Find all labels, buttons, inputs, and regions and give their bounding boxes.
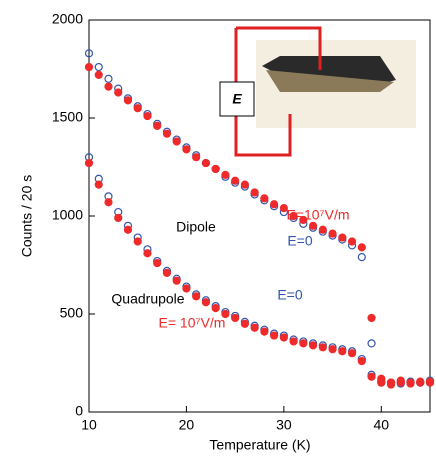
point bbox=[211, 304, 220, 313]
x-tick-label: 10 bbox=[81, 417, 97, 433]
y-axis-label: Counts / 20 s bbox=[19, 175, 35, 258]
point bbox=[338, 347, 347, 356]
point bbox=[308, 221, 318, 230]
annotation: E= 10⁷V/m bbox=[159, 315, 226, 331]
point bbox=[240, 319, 249, 328]
point bbox=[279, 204, 288, 213]
point bbox=[123, 225, 133, 234]
point bbox=[231, 313, 240, 323]
x-tick-label: 30 bbox=[276, 417, 292, 433]
data-points bbox=[84, 49, 435, 389]
point bbox=[250, 188, 259, 197]
point bbox=[84, 158, 94, 168]
point bbox=[114, 213, 123, 223]
point bbox=[347, 349, 357, 358]
point bbox=[260, 327, 269, 336]
point bbox=[377, 378, 386, 387]
point bbox=[84, 62, 94, 72]
point bbox=[143, 111, 152, 121]
point bbox=[104, 198, 113, 207]
y-tick-label: 1500 bbox=[52, 109, 83, 125]
point bbox=[221, 170, 230, 179]
inset: E bbox=[219, 26, 416, 157]
point bbox=[270, 331, 279, 340]
point bbox=[338, 233, 347, 242]
point bbox=[396, 378, 405, 387]
point bbox=[299, 339, 308, 348]
point bbox=[289, 337, 298, 346]
sample-base bbox=[266, 70, 394, 92]
point bbox=[182, 284, 191, 293]
point bbox=[104, 82, 113, 91]
point bbox=[201, 298, 211, 307]
annotation: E=0 bbox=[277, 287, 303, 303]
point bbox=[357, 356, 366, 366]
point bbox=[357, 253, 366, 262]
point bbox=[250, 323, 259, 332]
x-tick-label: 40 bbox=[373, 417, 389, 433]
annotation: E=0 bbox=[287, 233, 313, 249]
point bbox=[94, 180, 103, 189]
point bbox=[84, 49, 94, 58]
point bbox=[416, 378, 425, 387]
point bbox=[367, 339, 376, 348]
point bbox=[94, 70, 103, 79]
point bbox=[211, 164, 220, 174]
y-tick-label: 500 bbox=[60, 305, 84, 321]
point bbox=[240, 180, 249, 189]
point bbox=[289, 211, 298, 221]
point bbox=[162, 268, 172, 277]
point bbox=[143, 249, 152, 258]
point bbox=[201, 158, 211, 168]
point bbox=[162, 129, 172, 138]
point bbox=[386, 380, 396, 389]
y-tick-label: 2000 bbox=[52, 11, 83, 27]
field-label: E bbox=[232, 91, 242, 107]
point bbox=[192, 153, 201, 162]
point bbox=[308, 341, 318, 350]
point bbox=[406, 379, 415, 388]
point bbox=[270, 200, 279, 209]
x-tick-label: 20 bbox=[179, 417, 195, 433]
y-tick-label: 1000 bbox=[52, 207, 83, 223]
point bbox=[182, 145, 191, 154]
point bbox=[104, 74, 113, 83]
point bbox=[153, 121, 162, 130]
point bbox=[221, 309, 230, 319]
point bbox=[133, 104, 142, 113]
point bbox=[367, 372, 376, 381]
point bbox=[260, 194, 269, 203]
annotation: Dipole bbox=[176, 219, 216, 235]
point bbox=[231, 176, 240, 185]
point bbox=[357, 243, 366, 252]
point bbox=[299, 215, 308, 225]
point bbox=[347, 237, 357, 246]
point bbox=[114, 88, 123, 97]
x-axis-label: Temperature (K) bbox=[209, 437, 310, 453]
point bbox=[172, 276, 181, 285]
point bbox=[367, 313, 376, 323]
annotation: Quadrupole bbox=[111, 291, 184, 307]
point bbox=[328, 229, 337, 238]
y-tick-label: 0 bbox=[75, 403, 83, 419]
point bbox=[133, 237, 142, 246]
point bbox=[318, 225, 327, 234]
annotation: E=10⁷V/m bbox=[286, 207, 349, 223]
point bbox=[172, 137, 181, 146]
point bbox=[192, 292, 201, 301]
point bbox=[153, 258, 162, 268]
point bbox=[425, 378, 435, 387]
point bbox=[94, 62, 103, 72]
point bbox=[328, 345, 337, 354]
field-box bbox=[219, 81, 255, 117]
point bbox=[123, 96, 133, 105]
point bbox=[318, 343, 327, 352]
point bbox=[279, 333, 288, 342]
